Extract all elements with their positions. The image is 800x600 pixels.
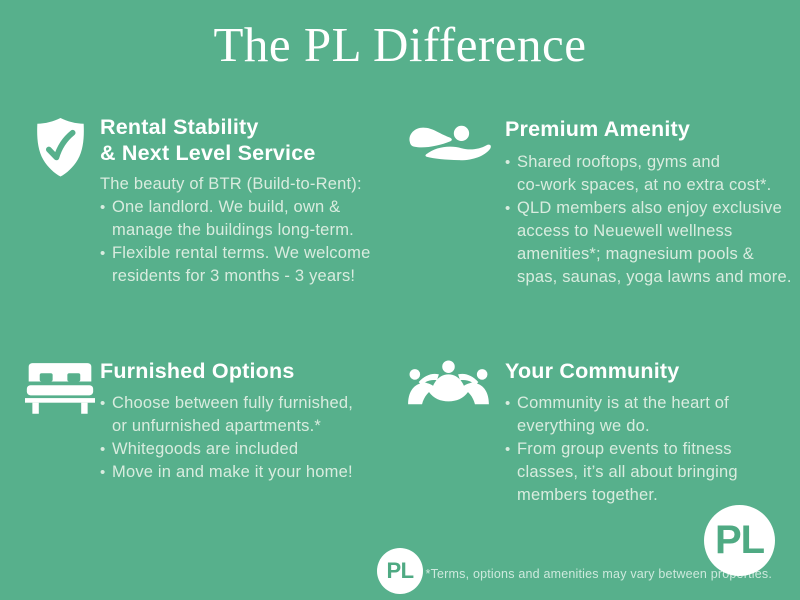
bullet-item: • Move in and make it your home!	[100, 461, 410, 484]
community-icon	[405, 360, 492, 410]
pl-logo-large-text: PL	[714, 518, 765, 562]
bullet-item: • Flexible rental terms. We welcome resid…	[100, 242, 410, 288]
bullet-text: One landlord. We build, own & manage the…	[112, 198, 354, 239]
bullet-item: • From group events to fitness classes, i…	[505, 438, 800, 507]
card-heading: Rental Stability & Next Level Service	[100, 115, 316, 165]
bullet-item: • Shared rooftops, gyms and co-work space…	[505, 151, 800, 197]
card-heading: Premium Amenity	[505, 117, 691, 141]
pl-logo-small: PL	[377, 548, 423, 594]
card-heading: Furnished Options	[100, 359, 295, 383]
card-body: • Choose between fully furnished, or unfu…	[100, 392, 410, 484]
bullet-text: Shared rooftops, gyms and co-work spaces…	[517, 153, 772, 194]
bullet-text: From group events to fitness classes, it…	[517, 440, 738, 504]
card-furnished-options: Furnished Options • Choose between fully …	[25, 358, 410, 484]
bullet-item: • Choose between fully furnished, or unfu…	[100, 392, 410, 438]
bullet-dot: •	[505, 200, 511, 217]
bullet-item: • QLD members also enjoy exclusive access…	[505, 197, 800, 289]
shield-check-icon	[32, 116, 89, 181]
bullet-item: • Community is at the heart of everything…	[505, 392, 800, 438]
card-body: The beauty of BTR (Build-to-Rent): • One …	[100, 173, 410, 288]
bullet-text: Choose between fully furnished, or unfur…	[112, 394, 354, 435]
card-rental-stability: Rental Stability & Next Level Service Th…	[30, 114, 410, 288]
bullet-item: • One landlord. We build, own & manage th…	[100, 196, 410, 242]
bullet-dot: •	[100, 245, 106, 262]
bullet-text: Move in and make it your home!	[112, 463, 353, 481]
page-title: The PL Difference	[213, 17, 587, 72]
card-body: • Community is at the heart of everything…	[505, 392, 800, 507]
bullet-dot: •	[100, 464, 106, 481]
card-heading: Your Community	[505, 359, 680, 383]
bullet-dot: •	[505, 395, 511, 412]
bullet-dot: •	[505, 441, 511, 458]
bullet-item: • Whitegoods are included	[100, 438, 410, 461]
card-your-community: Your Community • Community is at the hear…	[405, 358, 800, 507]
bullet-dot: •	[100, 395, 106, 412]
card-premium-amenity: Premium Amenity • Shared rooftops, gyms a…	[406, 116, 800, 289]
pl-logo-large: PL	[704, 505, 775, 576]
bullet-text: Whitegoods are included	[112, 440, 299, 458]
card-body: • Shared rooftops, gyms and co-work space…	[505, 151, 800, 289]
bullet-text: Community is at the heart of everything …	[517, 394, 729, 435]
disclaimer-text: *Terms, options and amenities may vary b…	[425, 567, 772, 581]
pl-logo-small-text: PL	[386, 558, 414, 583]
swimmer-icon	[406, 120, 494, 164]
bullet-dot: •	[100, 199, 106, 216]
bullet-text: QLD members also enjoy exclusive access …	[517, 199, 792, 286]
bullet-text: Flexible rental terms. We welcome reside…	[112, 244, 371, 285]
bed-icon	[25, 360, 95, 415]
card-intro: The beauty of BTR (Build-to-Rent):	[100, 175, 362, 193]
bullet-dot: •	[100, 441, 106, 458]
bullet-dot: •	[505, 154, 511, 171]
